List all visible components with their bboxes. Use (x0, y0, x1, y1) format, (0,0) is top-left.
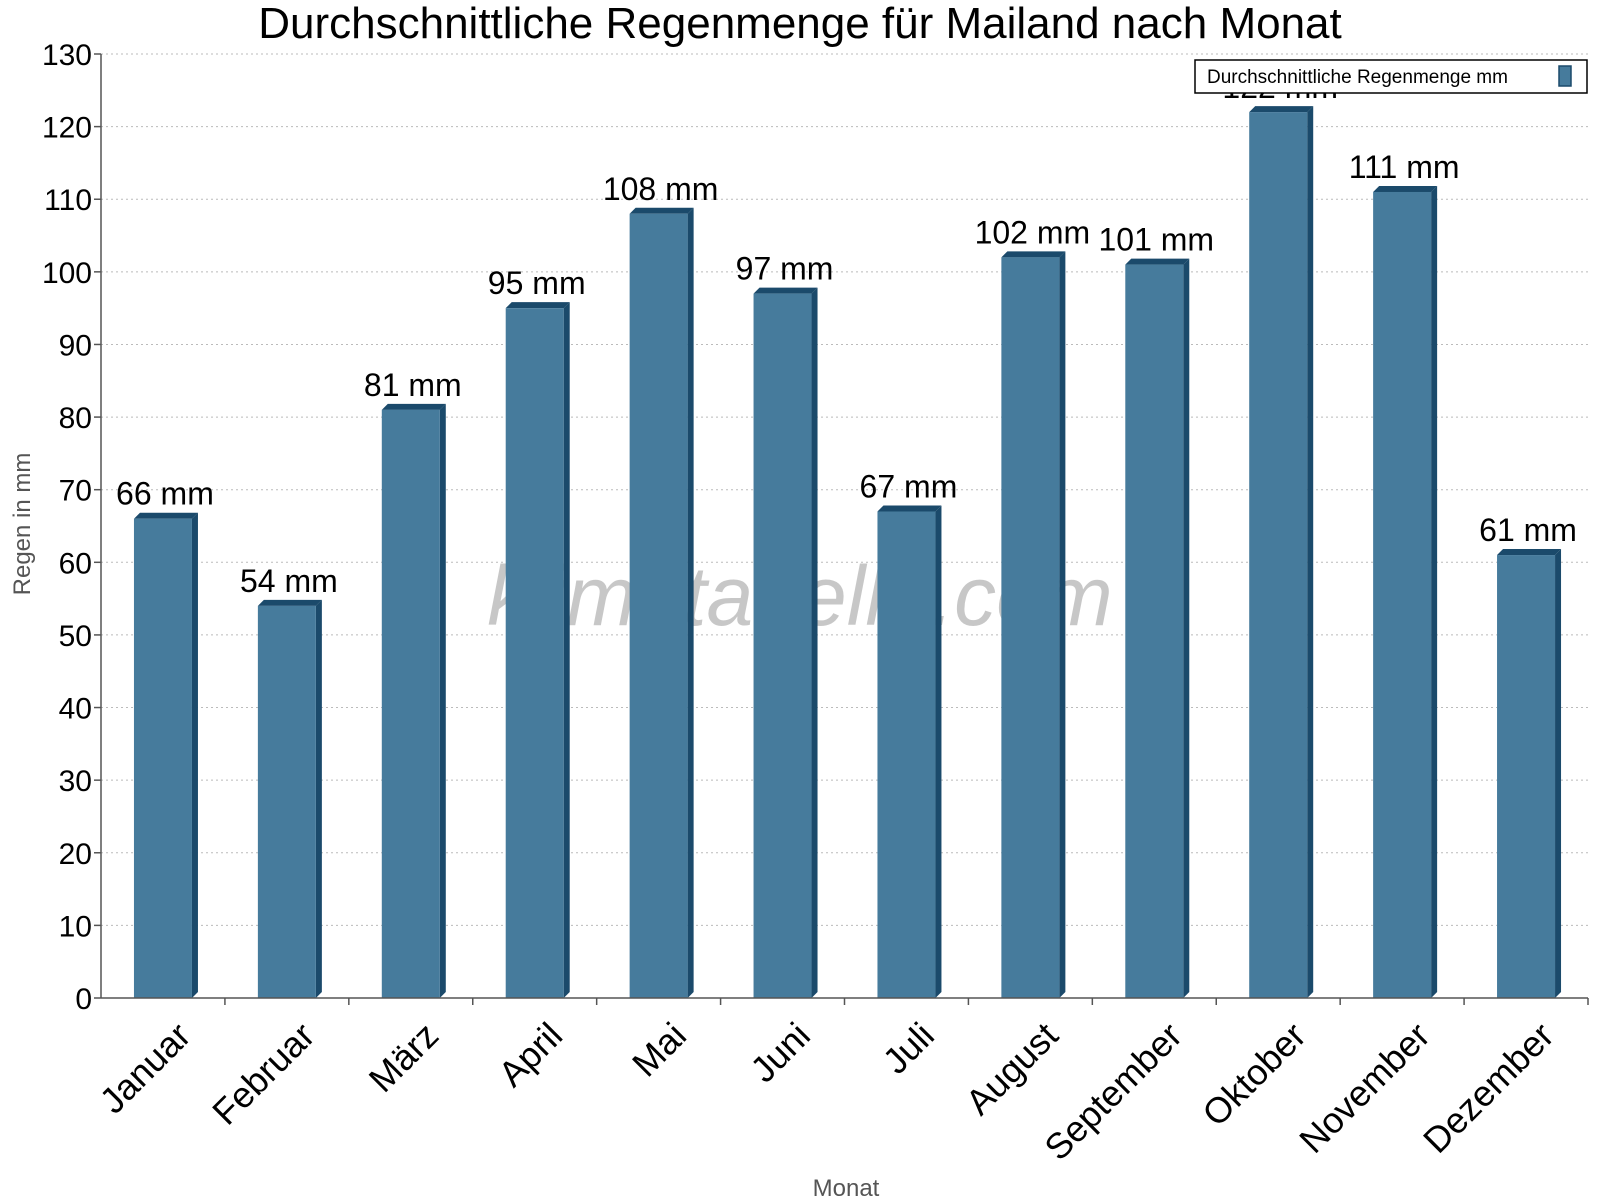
bar-front (133, 518, 192, 998)
bar-side (935, 505, 942, 998)
bar-front (877, 511, 936, 998)
bar-side (1307, 106, 1314, 999)
bar-side (1555, 549, 1562, 998)
data-label: 54 mm (240, 563, 338, 599)
y-tick-label: 110 (44, 184, 92, 217)
y-tick-label: 120 (42, 112, 92, 145)
y-tick-label: 90 (59, 329, 92, 362)
bar-front (629, 213, 688, 998)
bar (505, 302, 570, 999)
y-tick-label: 100 (42, 257, 92, 290)
data-label: 111 mm (1349, 149, 1460, 185)
x-tick-label: Februar (204, 1014, 322, 1132)
x-tick-label: April (490, 1014, 570, 1094)
x-tick-label: Dezember (1415, 1014, 1561, 1160)
bar-front (257, 605, 316, 998)
bar (381, 403, 446, 998)
bar-front (1125, 264, 1184, 999)
x-tick-label: März (361, 1014, 447, 1100)
bar (1001, 251, 1066, 999)
bar-top (381, 403, 446, 410)
bar-front (1001, 257, 1060, 998)
bar-top (505, 302, 570, 309)
axes (100, 54, 1589, 1005)
y-axis-label: Regen in mm (9, 453, 36, 596)
bar-top (753, 287, 818, 294)
x-tick-label: Januar (92, 1014, 199, 1121)
bar-top (877, 505, 942, 512)
y-tick-label: 50 (59, 620, 92, 653)
legend-label: Durchschnittliche Regenmenge mm (1207, 67, 1508, 88)
x-tick-label: November (1291, 1014, 1437, 1160)
bar-top (1373, 185, 1438, 192)
data-label: 97 mm (736, 251, 834, 287)
data-label: 108 mm (603, 171, 719, 207)
bar (1373, 185, 1438, 998)
legend-swatch (1558, 65, 1572, 87)
y-tick-label: 20 (59, 838, 92, 871)
bar-side (563, 302, 570, 999)
bar (753, 287, 818, 999)
bar-side (315, 599, 322, 998)
bar (257, 599, 322, 998)
bars (133, 106, 1562, 999)
y-tick-label: 0 (75, 983, 92, 1016)
bar-front (1373, 191, 1432, 998)
bar (629, 207, 694, 998)
bar-side (1059, 251, 1066, 999)
bar-front (753, 293, 812, 999)
bar-top (1125, 258, 1190, 265)
bar-side (191, 512, 198, 998)
bar-front (1497, 555, 1556, 998)
data-label: 102 mm (975, 214, 1091, 250)
bar (1125, 258, 1190, 999)
bar-top (257, 599, 322, 606)
data-labels: 66 mm 54 mm 81 mm 95 mm 108 mm 97 mm 67 mm 102 … (116, 69, 1577, 599)
y-tick-labels: 0 10 20 30 40 50 60 70 80 90 100 110 120 130 (42, 39, 101, 1016)
data-label: 66 mm (116, 476, 214, 512)
legend-box (1194, 59, 1588, 94)
bar-front (1249, 112, 1308, 999)
bar-front (505, 308, 564, 999)
bar-side (1183, 258, 1190, 999)
bar-side (811, 287, 818, 999)
x-tick-label: Oktober (1194, 1014, 1314, 1134)
data-label: 101 mm (1098, 222, 1214, 258)
x-tick-label: Mai (624, 1014, 694, 1084)
chart-title: Durchschnittliche Regenmenge für Mailand… (258, 0, 1341, 48)
bar-top (133, 512, 198, 519)
bar (1249, 106, 1314, 999)
y-tick-label: 10 (59, 910, 92, 943)
bar (1497, 549, 1562, 998)
x-tick-label: August (958, 1014, 1066, 1122)
data-label: 81 mm (364, 367, 462, 403)
data-label: 95 mm (488, 265, 586, 301)
bar-front (381, 409, 440, 998)
x-tick-labels: Januar Februar März April Mai Juni Juli AugustS… (92, 1014, 1562, 1168)
bar-side (439, 403, 446, 998)
y-tick-label: 80 (59, 402, 92, 435)
x-axis-label: Monat (813, 1175, 880, 1200)
x-tick-label: Juni (742, 1014, 818, 1090)
y-tick-label: 60 (59, 547, 92, 580)
bar-top (1001, 251, 1066, 258)
y-tick-label: 40 (59, 693, 92, 726)
data-label: 67 mm (860, 468, 958, 504)
y-tick-label: 130 (42, 39, 92, 72)
data-label: 61 mm (1479, 512, 1577, 548)
y-tick-label: 30 (59, 765, 92, 798)
bar-side (1431, 185, 1438, 998)
bar (877, 505, 942, 998)
bar-side (687, 207, 694, 998)
bar-top (629, 207, 694, 214)
y-tick-label: 70 (59, 475, 92, 508)
legend: Durchschnittliche Regenmenge mm (1194, 59, 1588, 94)
bar (133, 512, 198, 998)
bar-top (1249, 106, 1314, 113)
x-tick-label: Juli (875, 1014, 942, 1081)
bar-top (1497, 549, 1562, 556)
